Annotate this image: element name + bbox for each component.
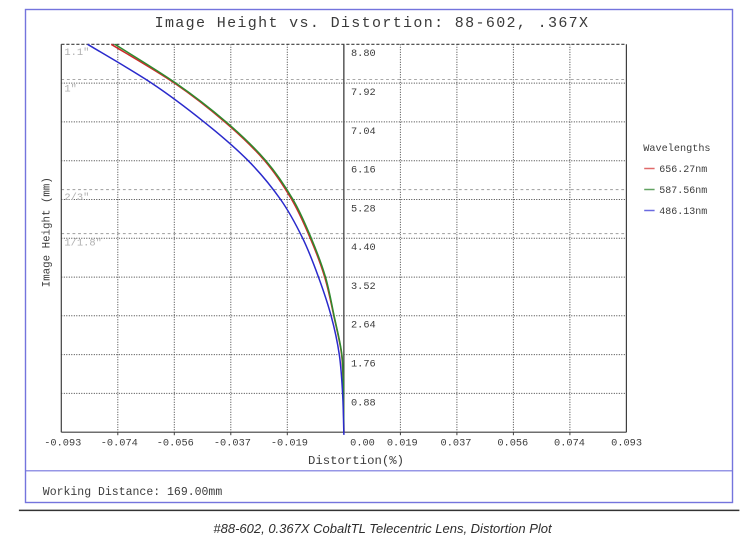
svg-text:Wavelengths: Wavelengths [643, 143, 710, 155]
svg-text:1.76: 1.76 [351, 359, 376, 371]
svg-text:3.52: 3.52 [351, 281, 376, 293]
svg-text:587.56nm: 587.56nm [659, 186, 707, 197]
svg-text:Distortion(%): Distortion(%) [308, 454, 404, 468]
svg-text:0.093: 0.093 [611, 438, 642, 450]
svg-text:0.037: 0.037 [441, 438, 472, 450]
svg-text:2/3": 2/3" [64, 192, 89, 204]
svg-text:0.00: 0.00 [350, 438, 375, 450]
svg-text:-0.037: -0.037 [214, 438, 251, 450]
svg-text:8.80: 8.80 [351, 48, 376, 60]
svg-text:-0.056: -0.056 [157, 438, 194, 450]
svg-text:1/1.8": 1/1.8" [64, 238, 101, 250]
svg-text:1": 1" [64, 84, 76, 96]
svg-text:0.88: 0.88 [351, 397, 376, 409]
svg-text:Image Height (mm): Image Height (mm) [42, 177, 54, 287]
svg-text:-0.074: -0.074 [101, 438, 138, 450]
svg-text:656.27nm: 656.27nm [659, 165, 707, 176]
svg-text:Working Distance: 169.00mm: Working Distance: 169.00mm [43, 486, 223, 499]
svg-text:7.92: 7.92 [351, 87, 376, 99]
svg-text:486.13nm: 486.13nm [659, 207, 707, 218]
svg-text:0.074: 0.074 [554, 438, 585, 450]
svg-text:5.28: 5.28 [351, 203, 376, 215]
svg-text:0.056: 0.056 [497, 438, 528, 450]
svg-text:1.1": 1.1" [64, 47, 89, 59]
svg-text:7.04: 7.04 [351, 126, 376, 138]
svg-text:-0.093: -0.093 [44, 438, 81, 450]
svg-text:2.64: 2.64 [351, 320, 376, 332]
svg-text:Image Height vs. Distortion: 8: Image Height vs. Distortion: 88-602, .36… [155, 15, 590, 32]
svg-text:6.16: 6.16 [351, 165, 376, 177]
svg-text:4.40: 4.40 [351, 242, 376, 254]
svg-text:#88-602, 0.367X CobaltTL Telec: #88-602, 0.367X CobaltTL Telecentric Len… [213, 521, 553, 536]
svg-text:0.019: 0.019 [387, 438, 418, 450]
svg-text:-0.019: -0.019 [271, 438, 308, 450]
